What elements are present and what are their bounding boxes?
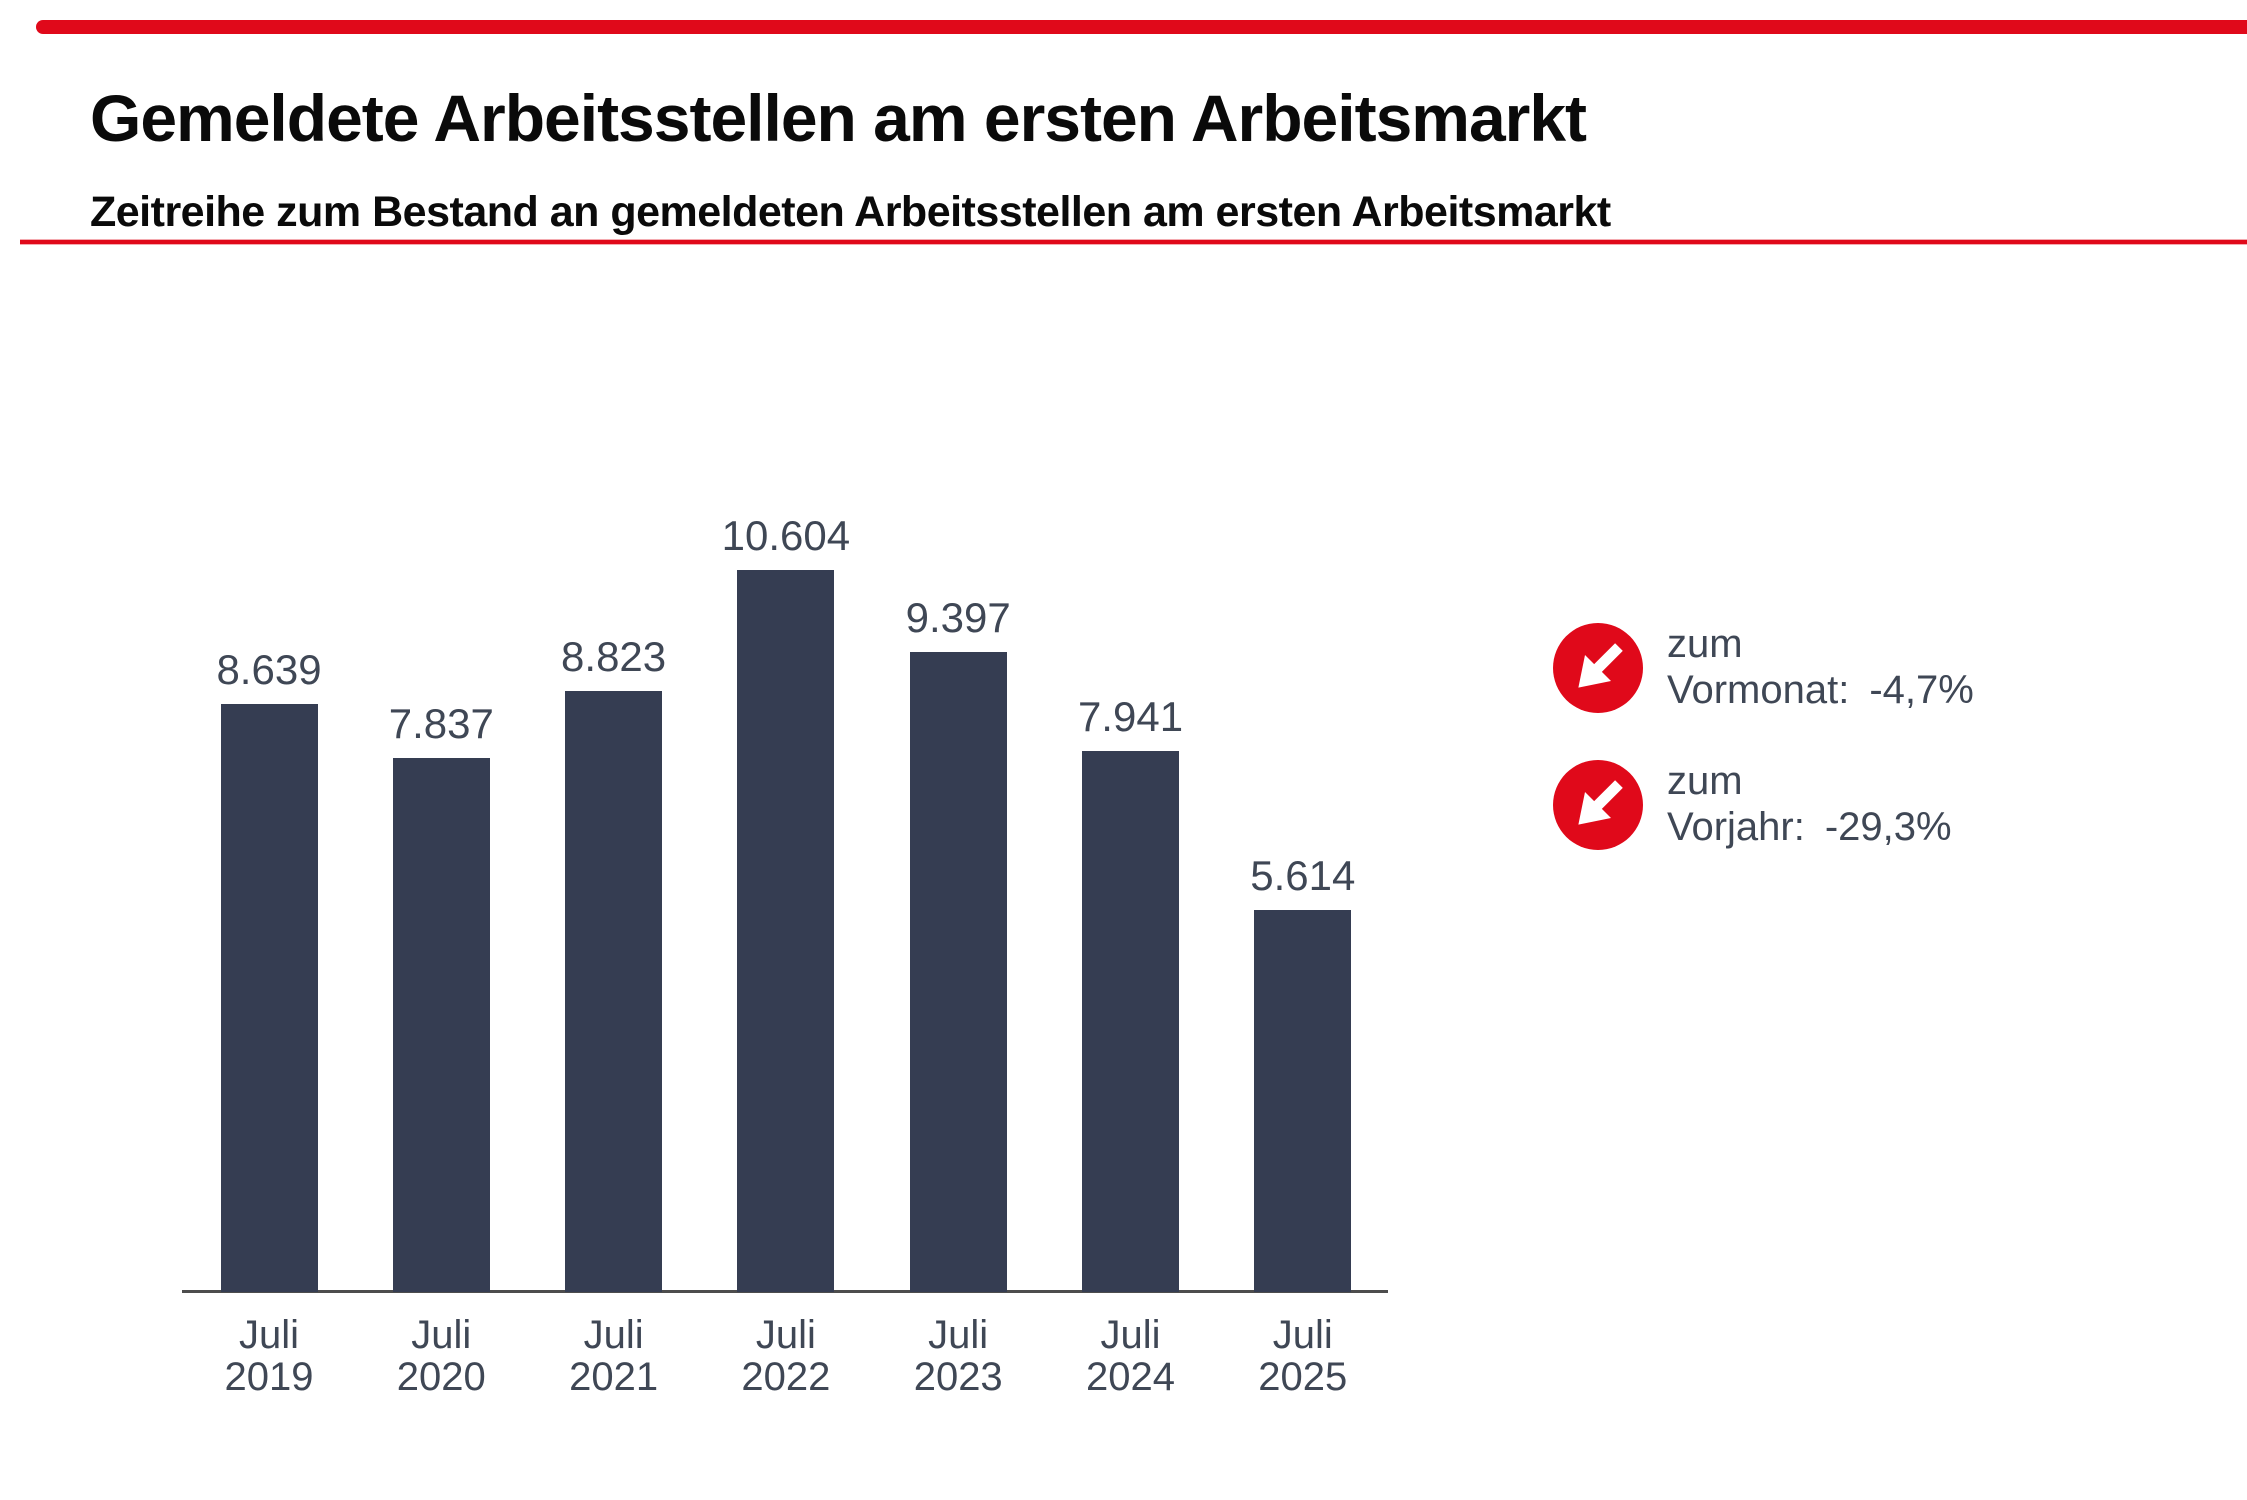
bar-juli-2024 xyxy=(1082,751,1179,1292)
kpi-value: -29,3% xyxy=(1824,805,1952,849)
arrow-down-right-icon xyxy=(1553,760,1643,850)
bar-juli-2022 xyxy=(737,570,835,1292)
x-axis-label: Juli 2019 xyxy=(224,1313,314,1399)
page-subtitle: Zeitreihe zum Bestand an gemeldeten Arbe… xyxy=(90,188,1611,236)
kpi-vorjahr-text: zum Vorjahr: -29,3% xyxy=(1667,758,1952,850)
top-accent-bar xyxy=(36,20,2247,34)
bar-juli-2021 xyxy=(565,691,663,1292)
x-axis-label: Juli 2024 xyxy=(1086,1313,1175,1399)
kpi-value: -4,7% xyxy=(1869,668,1974,712)
bar-juli-2023 xyxy=(909,652,1007,1292)
x-axis-label: Juli 2021 xyxy=(569,1313,659,1399)
kpi-prefix: zum xyxy=(1667,622,1743,666)
kpi-prefix: zum xyxy=(1667,759,1743,803)
bar-value-label: 9.397 xyxy=(905,594,1011,641)
subtitle-rule xyxy=(20,240,2247,244)
bar-juli-2020 xyxy=(392,758,490,1292)
bar-value-label: 8.639 xyxy=(216,646,322,693)
x-axis-label: Juli 2023 xyxy=(913,1313,1003,1399)
x-axis-label: Juli 2020 xyxy=(396,1313,486,1399)
arrow-down-right-icon xyxy=(1553,623,1643,713)
x-axis-label: Juli 2025 xyxy=(1258,1313,1348,1399)
x-axis-label: Juli 2022 xyxy=(741,1313,831,1399)
bar-value-label: 7.941 xyxy=(1077,693,1184,740)
kpi-label: Vormonat: xyxy=(1667,668,1850,712)
kpi-vormonat: zum Vormonat: -4,7% xyxy=(1553,621,2113,715)
page-title: Gemeldete Arbeitsstellen am ersten Arbei… xyxy=(90,81,1587,155)
bar-juli-2019 xyxy=(220,704,318,1292)
bar-value-label: 7.837 xyxy=(388,700,494,747)
kpi-label: Vorjahr: xyxy=(1667,805,1805,849)
bar-value-label: 5.614 xyxy=(1250,852,1356,899)
kpi-vormonat-text: zum Vormonat: -4,7% xyxy=(1667,621,1974,713)
bar-value-label: 8.823 xyxy=(561,633,667,680)
bar-juli-2025 xyxy=(1254,910,1352,1292)
kpi-vorjahr: zum Vorjahr: -29,3% xyxy=(1553,758,2113,852)
bar-value-label: 10.604 xyxy=(721,512,851,559)
